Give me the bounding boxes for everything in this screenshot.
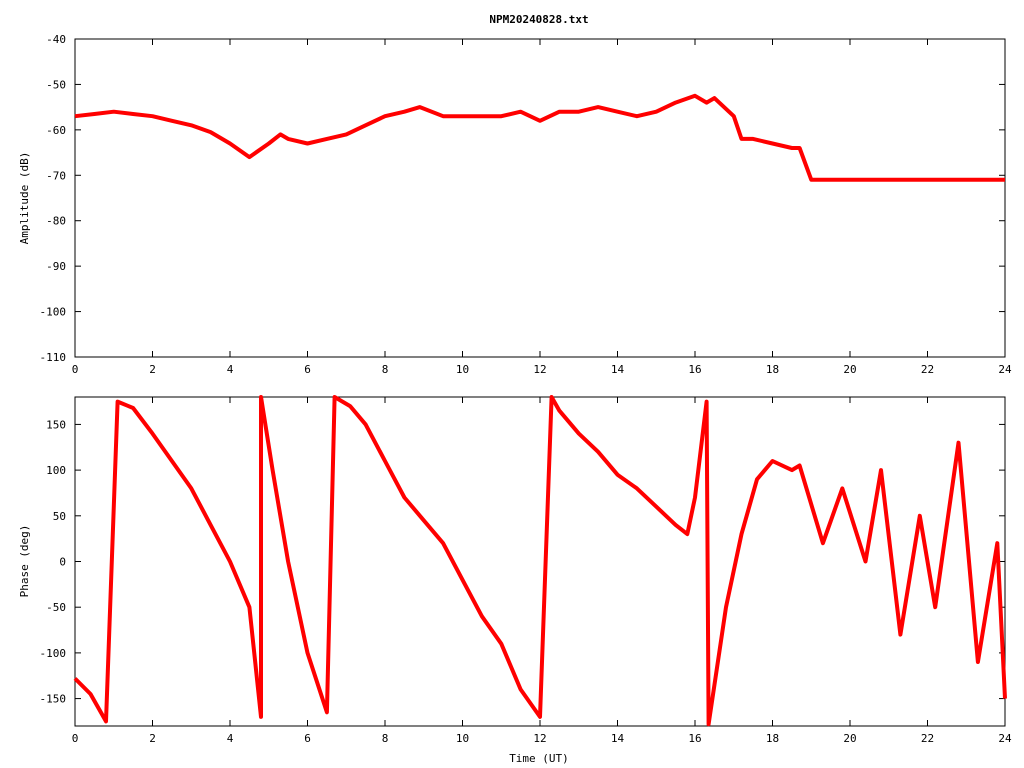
amplitude-x-tick-label: 4 bbox=[227, 363, 234, 376]
amplitude-y-tick-labels: -40 -50 -60 -70 -80 -90 -100 -110 bbox=[40, 33, 67, 364]
phase-y-tick-label: 0 bbox=[59, 556, 66, 569]
phase-x-tick-label: 24 bbox=[998, 732, 1012, 745]
amplitude-x-tick-label: 2 bbox=[149, 363, 156, 376]
amplitude-y-tick-label: -40 bbox=[46, 33, 66, 46]
amplitude-x-tick-label: 6 bbox=[304, 363, 311, 376]
amplitude-y-tick-label: -90 bbox=[46, 260, 66, 273]
amplitude-series-line bbox=[74, 93, 1005, 182]
phase-series-line bbox=[73, 395, 1007, 727]
amplitude-x-tick-label: 14 bbox=[611, 363, 625, 376]
amplitude-x-tick-label: 16 bbox=[688, 363, 701, 376]
phase-x-tick-label: 16 bbox=[688, 732, 701, 745]
amplitude-x-tick-label: 10 bbox=[456, 363, 469, 376]
time-x-axis-label: Time (UT) bbox=[509, 752, 569, 765]
phase-x-tick-label: 2 bbox=[149, 732, 156, 745]
phase-x-tick-label: 20 bbox=[843, 732, 856, 745]
amplitude-x-tick-label: 18 bbox=[766, 363, 779, 376]
phase-y-tick-label: 100 bbox=[46, 464, 66, 477]
chart-title: NPM20240828.txt bbox=[489, 13, 588, 26]
phase-x-tick-label: 12 bbox=[533, 732, 546, 745]
phase-x-tick-label: 14 bbox=[611, 732, 625, 745]
amplitude-y-tick-label: -110 bbox=[40, 351, 67, 364]
phase-y-tick-label: -100 bbox=[40, 647, 67, 660]
phase-y-tick-label: -50 bbox=[46, 601, 66, 614]
phase-panel: 0 2 4 6 8 10 12 14 16 18 20 22 24 150100500-50-100-1… bbox=[18, 395, 1012, 765]
phase-x-tick-labels: 0 2 4 6 8 10 12 14 16 18 20 22 24 bbox=[72, 732, 1012, 745]
amplitude-x-tick-label: 22 bbox=[921, 363, 934, 376]
amplitude-series bbox=[74, 93, 1005, 182]
amplitude-tick-marks bbox=[74, 38, 1006, 358]
amplitude-x-tick-labels: 0 2 4 6 8 10 12 14 16 18 20 22 24 bbox=[72, 363, 1012, 376]
amplitude-y-tick-label: -50 bbox=[46, 78, 66, 91]
phase-x-tick-label: 10 bbox=[456, 732, 469, 745]
phase-y-tick-labels: 150 100 50 0 -50 -100 -150 bbox=[40, 418, 67, 705]
phase-x-tick-label: 18 bbox=[766, 732, 779, 745]
amplitude-x-tick-label: 24 bbox=[998, 363, 1012, 376]
phase-tick-marks bbox=[74, 397, 1006, 726]
amplitude-y-axis-label: Amplitude (dB) bbox=[18, 152, 31, 245]
phase-y-axis-label: Phase (deg) bbox=[18, 525, 31, 598]
phase-y-tick-label: 150 bbox=[46, 418, 66, 431]
phase-x-tick-label: 22 bbox=[921, 732, 934, 745]
phase-series bbox=[73, 395, 1007, 727]
amplitude-panel: 0 2 4 6 8 10 12 14 16 18 20 22 24 -40-50-60-70-80-90… bbox=[18, 33, 1012, 376]
amplitude-x-tick-label: 0 bbox=[72, 363, 79, 376]
amplitude-x-tick-label: 12 bbox=[533, 363, 546, 376]
amplitude-x-tick-label: 20 bbox=[843, 363, 856, 376]
phase-y-tick-label: -150 bbox=[40, 693, 67, 706]
phase-x-tick-label: 8 bbox=[382, 732, 389, 745]
phase-y-tick-label: 50 bbox=[53, 510, 66, 523]
phase-x-tick-label: 6 bbox=[304, 732, 311, 745]
amplitude-y-tick-label: -80 bbox=[46, 215, 66, 228]
amplitude-x-tick-label: 8 bbox=[382, 363, 389, 376]
amplitude-y-tick-label: -60 bbox=[46, 124, 66, 137]
phase-x-tick-label: 4 bbox=[227, 732, 234, 745]
phase-x-tick-label: 0 bbox=[72, 732, 79, 745]
amplitude-y-tick-label: -70 bbox=[46, 169, 66, 182]
amplitude-y-tick-label: -100 bbox=[40, 306, 67, 319]
